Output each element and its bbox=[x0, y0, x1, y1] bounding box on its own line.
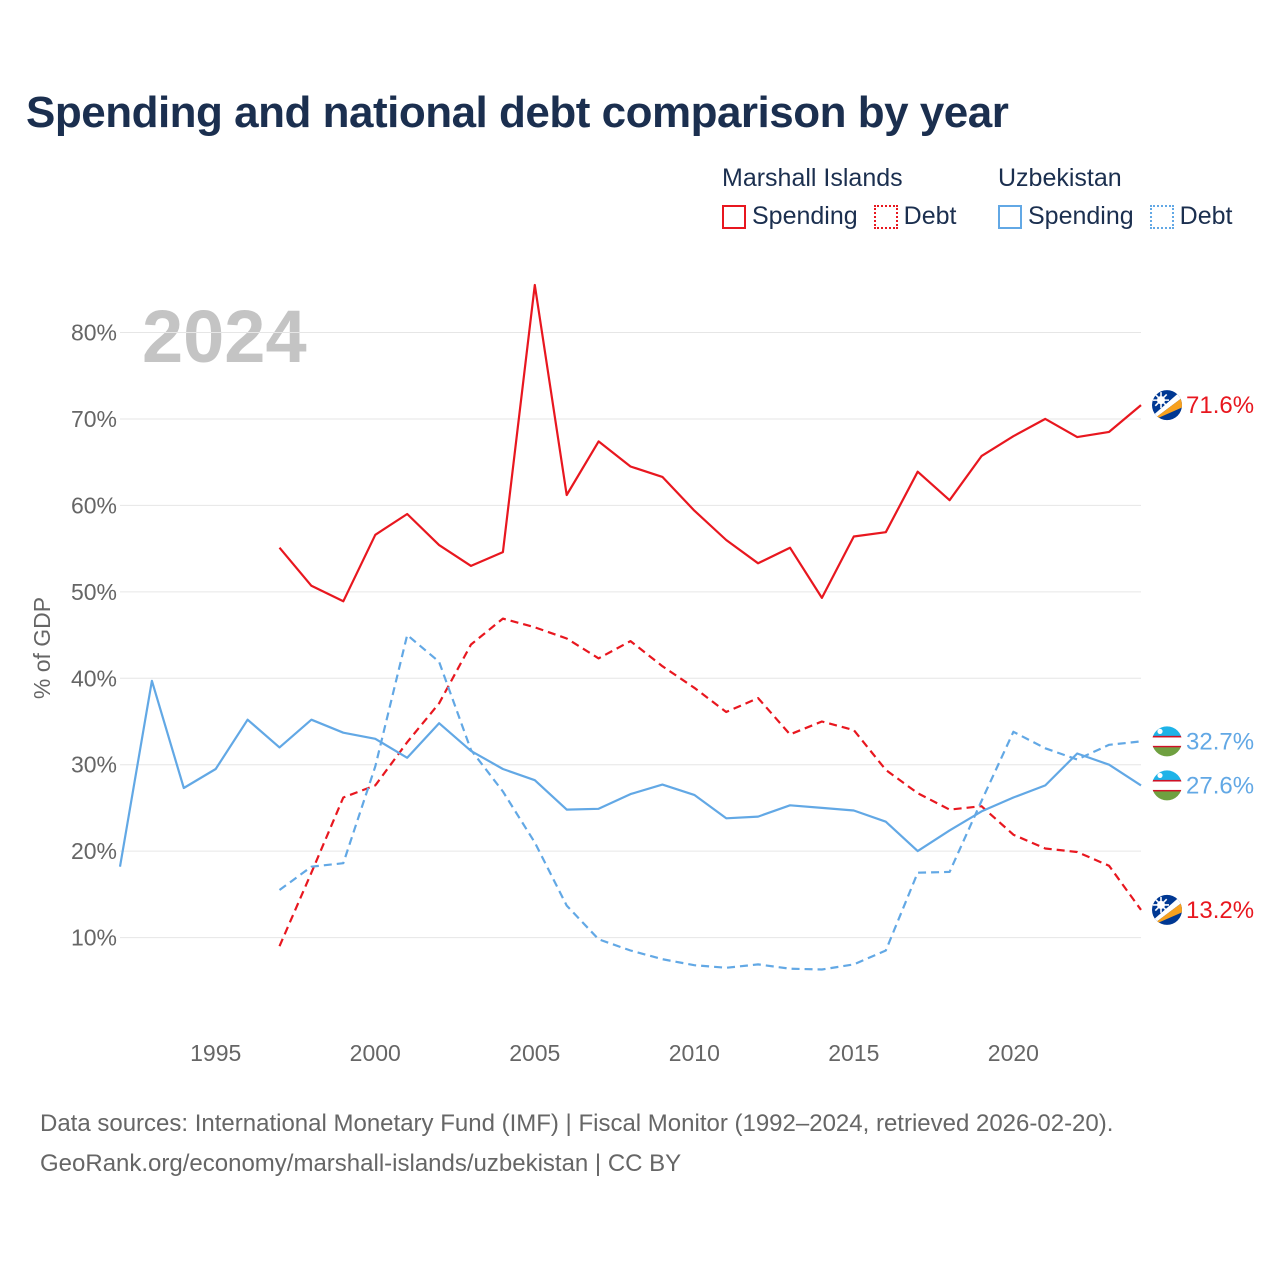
legend-swatch-solid bbox=[998, 204, 1022, 229]
series-line-marshall-islands-spending bbox=[278, 283, 1142, 603]
uzbekistan-flag-icon bbox=[1152, 726, 1182, 757]
flag-star-ray bbox=[1160, 393, 1168, 401]
legend-item-uzbekistan-spending[interactable]: Spending bbox=[998, 202, 1134, 231]
flag-star-ray bbox=[1160, 898, 1168, 906]
end-value-label: 27.6% bbox=[1186, 772, 1254, 799]
uzbekistan-flag-icon bbox=[1152, 770, 1182, 801]
x-tick-label: 2005 bbox=[509, 1040, 560, 1066]
year-watermark: 2024 bbox=[142, 295, 307, 378]
x-tick-label: 2020 bbox=[988, 1040, 1039, 1066]
footer: Data sources: International Monetary Fun… bbox=[40, 1104, 1113, 1184]
legend-swatch-dotted bbox=[1149, 204, 1174, 229]
y-tick-label: 50% bbox=[71, 579, 117, 605]
x-axis-ticks: 1995 2000 2005 2010 2015 2020 bbox=[190, 1040, 1039, 1066]
flag-band-green bbox=[1152, 791, 1182, 801]
flag-fimbriation bbox=[1152, 735, 1182, 738]
x-tick-label: 2015 bbox=[828, 1040, 879, 1066]
flag-band-white bbox=[1152, 736, 1182, 748]
line-chart: 2024 % of GDP 10% 20% 30% 40% 50% 60% 70% 80% 1… bbox=[29, 283, 1254, 1066]
flag-fimbriation bbox=[1152, 779, 1182, 782]
flag-band-white bbox=[1152, 780, 1182, 792]
legend-item-label: Debt bbox=[903, 202, 957, 230]
end-marker-uzbekistan-debt bbox=[1152, 726, 1182, 757]
marshall-islands-flag-icon bbox=[1152, 390, 1182, 421]
flag-star-ray bbox=[1154, 898, 1162, 906]
legend-group-uzbekistan: Uzbekistan Spending Debt bbox=[998, 160, 1248, 231]
legend-swatch-dotted bbox=[873, 204, 898, 229]
legend-group-marshall-islands: Marshall Islands Spending Debt bbox=[722, 160, 972, 231]
data-source-text: Data sources: International Monetary Fun… bbox=[40, 1110, 1114, 1137]
y-tick-label: 10% bbox=[71, 925, 117, 951]
flag-stripe-orange bbox=[1152, 397, 1182, 421]
series-line-marshall-islands-debt bbox=[278, 617, 1142, 947]
legend-item-label: Spending bbox=[752, 202, 858, 230]
license-link[interactable]: GeoRank.org/economy/marshall-islands/uzb… bbox=[40, 1150, 682, 1177]
x-tick-label: 2000 bbox=[350, 1040, 401, 1066]
series-line-uzbekistan-debt bbox=[278, 633, 1142, 971]
legend-item-label: Debt bbox=[1179, 202, 1233, 230]
flag-star-ray bbox=[1154, 393, 1162, 401]
y-tick-label: 60% bbox=[71, 492, 117, 518]
legend-country-label: Uzbekistan bbox=[998, 164, 1122, 192]
legend-item-marshall-debt[interactable]: Debt bbox=[873, 202, 957, 231]
x-tick-label: 1995 bbox=[190, 1040, 241, 1066]
end-value-label: 71.6% bbox=[1186, 392, 1254, 419]
flag-star-ray bbox=[1160, 399, 1168, 407]
legend-item-label: Spending bbox=[1028, 202, 1134, 230]
flag-band-green bbox=[1152, 747, 1182, 757]
y-tick-label: 80% bbox=[71, 320, 117, 346]
end-value-label: 32.7% bbox=[1186, 728, 1254, 755]
flag-stripe-orange bbox=[1152, 901, 1182, 925]
y-tick-label: 70% bbox=[71, 406, 117, 432]
y-tick-label: 40% bbox=[71, 665, 117, 691]
end-marker-marshall-islands-debt bbox=[1152, 894, 1182, 925]
flag-star-ray bbox=[1160, 904, 1168, 912]
legend-item-marshall-spending[interactable]: Spending bbox=[722, 202, 858, 231]
end-value-label: 13.2% bbox=[1186, 897, 1254, 924]
end-labels: 71.6% 13.2% 27.6% 32.7% bbox=[1152, 390, 1254, 925]
legend-country-label: Marshall Islands bbox=[722, 164, 903, 192]
y-axis-label: % of GDP bbox=[29, 597, 55, 699]
series-lines bbox=[118, 283, 1142, 971]
y-axis-ticks: 10% 20% 30% 40% 50% 60% 70% 80% bbox=[71, 320, 117, 951]
flag-crescent bbox=[1157, 772, 1163, 779]
flag-fimbriation bbox=[1152, 789, 1182, 792]
legend-swatch-solid bbox=[722, 204, 746, 229]
flag-star-ray bbox=[1154, 904, 1162, 912]
gridlines bbox=[120, 332, 1141, 939]
marshall-islands-flag-icon bbox=[1152, 894, 1182, 925]
legend-item-uzbekistan-debt[interactable]: Debt bbox=[1149, 202, 1233, 231]
flag-crescent bbox=[1157, 728, 1163, 734]
x-tick-label: 2010 bbox=[669, 1040, 720, 1066]
chart-title: Spending and national debt comparison by… bbox=[26, 88, 1009, 137]
flag-band-blue bbox=[1152, 726, 1182, 737]
y-tick-label: 30% bbox=[71, 752, 117, 778]
end-marker-marshall-islands-spending bbox=[1152, 390, 1182, 421]
series-line-uzbekistan-spending bbox=[118, 679, 1142, 867]
y-tick-label: 20% bbox=[71, 838, 117, 864]
flag-fimbriation bbox=[1152, 745, 1182, 748]
end-marker-uzbekistan-spending bbox=[1152, 770, 1182, 801]
flag-band-blue bbox=[1152, 770, 1182, 781]
flag-star-ray bbox=[1154, 399, 1162, 407]
